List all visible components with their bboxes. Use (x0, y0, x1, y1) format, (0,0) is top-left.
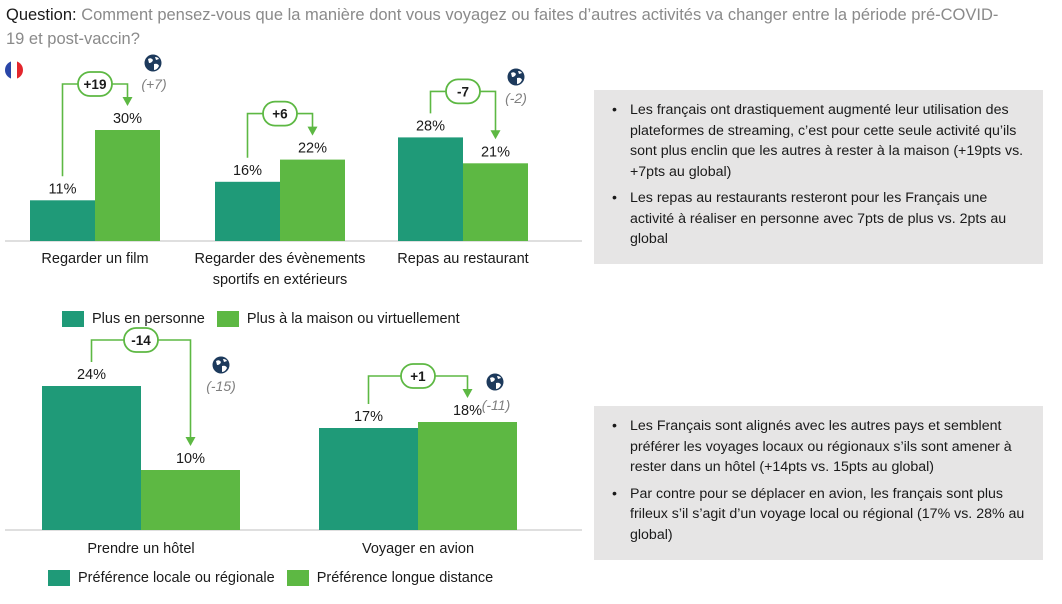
chart0-delta-arrowhead-1 (307, 126, 318, 136)
chart0-delta-pill-1 (262, 100, 298, 127)
legend-label-in-person: Plus en personne (92, 311, 205, 327)
chart0-globe-icon-2 (507, 68, 525, 86)
chart1-global-delta-1: (-11) (482, 397, 511, 413)
chart0-globe-icon-0-disc (144, 54, 162, 72)
chart0-delta-label-1: +6 (272, 107, 288, 122)
chart1-delta-pill-1 (400, 363, 436, 389)
legend-top: Plus en personne Plus à la maison ou vir… (62, 311, 472, 327)
chart1-category-label-0-0: Prendre un hôtel (87, 541, 194, 557)
chart1-delta-pill-0 (123, 327, 159, 353)
legend-label-long: Préférence longue distance (316, 570, 494, 586)
france-flag-icon (5, 61, 23, 79)
chart1-bar-1-series1 (418, 422, 517, 530)
insight-bottom-2: Par contre pour se déplacer en avion, le… (608, 484, 1027, 546)
chart0-category-label-1-1: sportifs en extérieurs (213, 272, 348, 288)
chart0-delta-arrowhead-2 (490, 130, 501, 140)
legend-item-local: Préférence locale ou régionale (48, 570, 275, 586)
chart0-category-label-2-0: Repas au restaurant (397, 251, 528, 267)
chart0-global-delta-2: (-2) (505, 90, 527, 106)
chart0-value-label-1-series0: 16% (233, 163, 262, 179)
chart0-global-delta-0: (+7) (141, 76, 166, 92)
chart1-globe-icon-1 (486, 373, 504, 391)
chart0-delta-pill-0 (77, 71, 113, 97)
chart1-delta-arrowhead-1 (462, 389, 473, 398)
chart0-value-label-0-series0: 11% (49, 181, 77, 197)
legend-label-at-home: Plus à la maison ou virtuellement (246, 311, 460, 327)
chart1-globe-icon-1-disc (486, 373, 504, 391)
question: Question: Comment pensez-vous que la man… (6, 3, 1006, 51)
insight-box-top: Les français ont drastiquement augmenté … (594, 90, 1043, 264)
legend-swatch-in-person (62, 311, 84, 327)
chart0-delta-pill-2 (445, 78, 481, 105)
chart0-bar-1-series1 (280, 159, 345, 241)
chart0-bar-0-series1 (95, 130, 160, 241)
insight-box-bottom: Les Français sont alignés avec les autre… (594, 406, 1043, 560)
chart0-value-label-2-series0: 28% (416, 118, 445, 134)
chart1-global-delta-0: (-15) (206, 378, 236, 394)
chart1-delta-arrowhead-0 (185, 437, 196, 446)
legend-swatch-long (286, 570, 309, 586)
legend-label-local: Préférence locale ou régionale (78, 570, 275, 586)
chart1-globe-icon-1-land (490, 376, 501, 389)
legend-item-at-home: Plus à la maison ou virtuellement (216, 311, 460, 327)
legend-item-long: Préférence longue distance (286, 570, 494, 586)
chart1-globe-icon-0-disc (212, 356, 230, 374)
question-label: Question: (6, 6, 77, 24)
legend-swatch-at-home (216, 311, 239, 327)
chart1-value-label-1-series0: 17% (354, 409, 383, 425)
insight-top-2: Les repas au restaurants resteront pour … (608, 188, 1027, 250)
chart0-globe-icon-0 (144, 54, 162, 72)
chart0-value-label-1-series1: 22% (298, 141, 327, 157)
chart1-globe-icon-0 (212, 356, 230, 374)
legend-bottom: Préférence locale ou régionale Préférenc… (48, 570, 505, 586)
chart0-category-label-1-0: Regarder des évènements (195, 251, 366, 267)
chart1-bar-0-series1 (141, 470, 240, 530)
chart1-globe-icon-0-land (216, 359, 227, 372)
chart1-value-label-1-series1: 18% (453, 403, 482, 419)
chart0-value-label-0-series1: 30% (113, 111, 142, 127)
chart0-globe-icon-0-land (148, 57, 159, 70)
chart1-delta-label-0: -14 (131, 333, 151, 348)
chart1-delta-label-1: +1 (410, 369, 426, 384)
chart0-globe-icon-2-land (511, 71, 522, 84)
insight-bottom-1: Les Français sont alignés avec les autre… (608, 416, 1027, 478)
chart0-category-label-0-0: Regarder un film (41, 251, 148, 267)
chart0-bar-2-series0 (398, 137, 463, 241)
chart1-value-label-0-series0: 24% (77, 367, 106, 383)
chart0-value-label-2-series1: 21% (481, 144, 510, 160)
chart1-category-label-1-0: Voyager en avion (362, 541, 474, 557)
chart1-bar-1-series0 (319, 428, 418, 530)
question-text: Comment pensez-vous que la manière dont … (6, 6, 999, 48)
chart0-bar-2-series1 (463, 163, 528, 241)
insight-top-1: Les français ont drastiquement augmenté … (608, 100, 1027, 182)
chart1-bar-0-series0 (42, 386, 141, 530)
legend-swatch-local (48, 570, 70, 586)
chart1-value-label-0-series1: 10% (176, 451, 205, 467)
chart0-globe-icon-2-disc (507, 68, 525, 86)
chart0-delta-label-2: -7 (457, 84, 469, 99)
chart0-bar-1-series0 (215, 181, 280, 241)
chart0-bar-0-series0 (30, 200, 95, 241)
chart0-delta-arrowhead-0 (122, 97, 133, 106)
legend-item-in-person: Plus en personne (62, 311, 205, 327)
chart0-delta-label-0: +19 (84, 77, 107, 92)
